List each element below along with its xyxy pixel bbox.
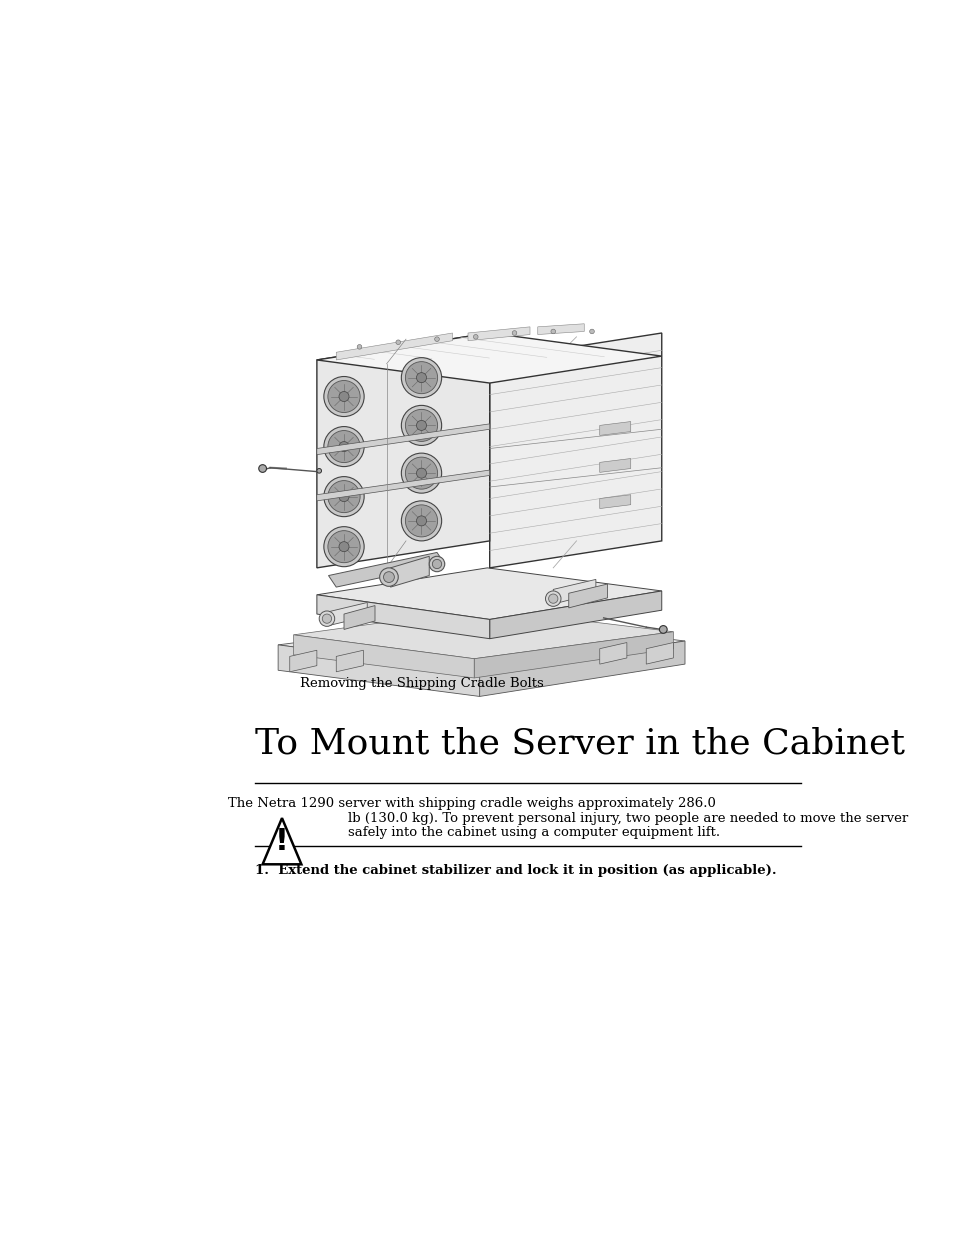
Polygon shape bbox=[278, 618, 684, 672]
Polygon shape bbox=[599, 495, 630, 509]
Circle shape bbox=[401, 405, 441, 446]
Polygon shape bbox=[553, 579, 596, 604]
Polygon shape bbox=[568, 584, 607, 608]
Circle shape bbox=[322, 614, 332, 624]
Polygon shape bbox=[489, 592, 661, 638]
Polygon shape bbox=[489, 333, 661, 568]
Polygon shape bbox=[599, 642, 626, 664]
Polygon shape bbox=[290, 651, 316, 672]
Polygon shape bbox=[474, 632, 673, 678]
Circle shape bbox=[432, 559, 441, 568]
Polygon shape bbox=[316, 568, 661, 620]
Circle shape bbox=[416, 468, 426, 478]
Polygon shape bbox=[316, 595, 489, 638]
Circle shape bbox=[323, 426, 364, 467]
Circle shape bbox=[435, 337, 439, 341]
Circle shape bbox=[416, 516, 426, 526]
Circle shape bbox=[316, 468, 321, 473]
Circle shape bbox=[416, 373, 426, 383]
Circle shape bbox=[338, 542, 349, 552]
Circle shape bbox=[395, 340, 400, 345]
Text: 1.  Extend the cabinet stabilizer and lock it in position (as applicable).: 1. Extend the cabinet stabilizer and loc… bbox=[254, 864, 776, 877]
Polygon shape bbox=[328, 552, 444, 587]
Polygon shape bbox=[316, 333, 489, 568]
Circle shape bbox=[338, 391, 349, 401]
Text: safely into the cabinet using a computer equipment lift.: safely into the cabinet using a computer… bbox=[348, 826, 720, 839]
Circle shape bbox=[356, 345, 361, 350]
Circle shape bbox=[473, 335, 477, 340]
Circle shape bbox=[545, 592, 560, 606]
Polygon shape bbox=[262, 818, 301, 864]
Polygon shape bbox=[390, 556, 429, 587]
Circle shape bbox=[323, 477, 364, 516]
Polygon shape bbox=[316, 333, 661, 383]
Polygon shape bbox=[294, 609, 673, 658]
Text: lb (130.0 kg). To prevent personal injury, two people are needed to move the ser: lb (130.0 kg). To prevent personal injur… bbox=[348, 811, 907, 825]
Circle shape bbox=[405, 457, 437, 489]
Circle shape bbox=[328, 480, 359, 513]
Circle shape bbox=[401, 501, 441, 541]
Polygon shape bbox=[278, 645, 479, 697]
Circle shape bbox=[405, 505, 437, 537]
Polygon shape bbox=[294, 635, 474, 678]
Polygon shape bbox=[316, 471, 489, 501]
Polygon shape bbox=[645, 642, 673, 664]
Circle shape bbox=[323, 526, 364, 567]
Polygon shape bbox=[344, 605, 375, 630]
Polygon shape bbox=[479, 641, 684, 697]
Circle shape bbox=[319, 611, 335, 626]
Circle shape bbox=[338, 492, 349, 501]
Circle shape bbox=[401, 358, 441, 398]
Text: To Mount the Server in the Cabinet: To Mount the Server in the Cabinet bbox=[254, 726, 904, 761]
Circle shape bbox=[328, 531, 359, 563]
Circle shape bbox=[328, 380, 359, 412]
Circle shape bbox=[416, 420, 426, 431]
Polygon shape bbox=[328, 603, 367, 626]
Circle shape bbox=[550, 330, 555, 333]
Circle shape bbox=[258, 464, 266, 472]
Text: !: ! bbox=[274, 826, 289, 856]
Polygon shape bbox=[316, 424, 489, 454]
Circle shape bbox=[589, 330, 594, 333]
Polygon shape bbox=[335, 333, 452, 359]
Text: Removing the Shipping Cradle Bolts: Removing the Shipping Cradle Bolts bbox=[299, 677, 543, 690]
Text: The Netra 1290 server with shipping cradle weighs approximately 286.0: The Netra 1290 server with shipping crad… bbox=[228, 798, 715, 810]
Circle shape bbox=[338, 442, 349, 452]
Circle shape bbox=[383, 572, 394, 583]
Polygon shape bbox=[537, 324, 583, 335]
Polygon shape bbox=[468, 327, 530, 341]
Circle shape bbox=[323, 377, 364, 416]
Circle shape bbox=[328, 431, 359, 463]
Polygon shape bbox=[335, 651, 363, 672]
Circle shape bbox=[401, 453, 441, 493]
Circle shape bbox=[512, 331, 517, 336]
Circle shape bbox=[405, 362, 437, 394]
Circle shape bbox=[379, 568, 397, 587]
Polygon shape bbox=[599, 458, 630, 472]
Circle shape bbox=[659, 626, 666, 634]
Circle shape bbox=[548, 594, 558, 603]
Circle shape bbox=[405, 409, 437, 441]
Circle shape bbox=[429, 556, 444, 572]
Polygon shape bbox=[599, 421, 630, 436]
